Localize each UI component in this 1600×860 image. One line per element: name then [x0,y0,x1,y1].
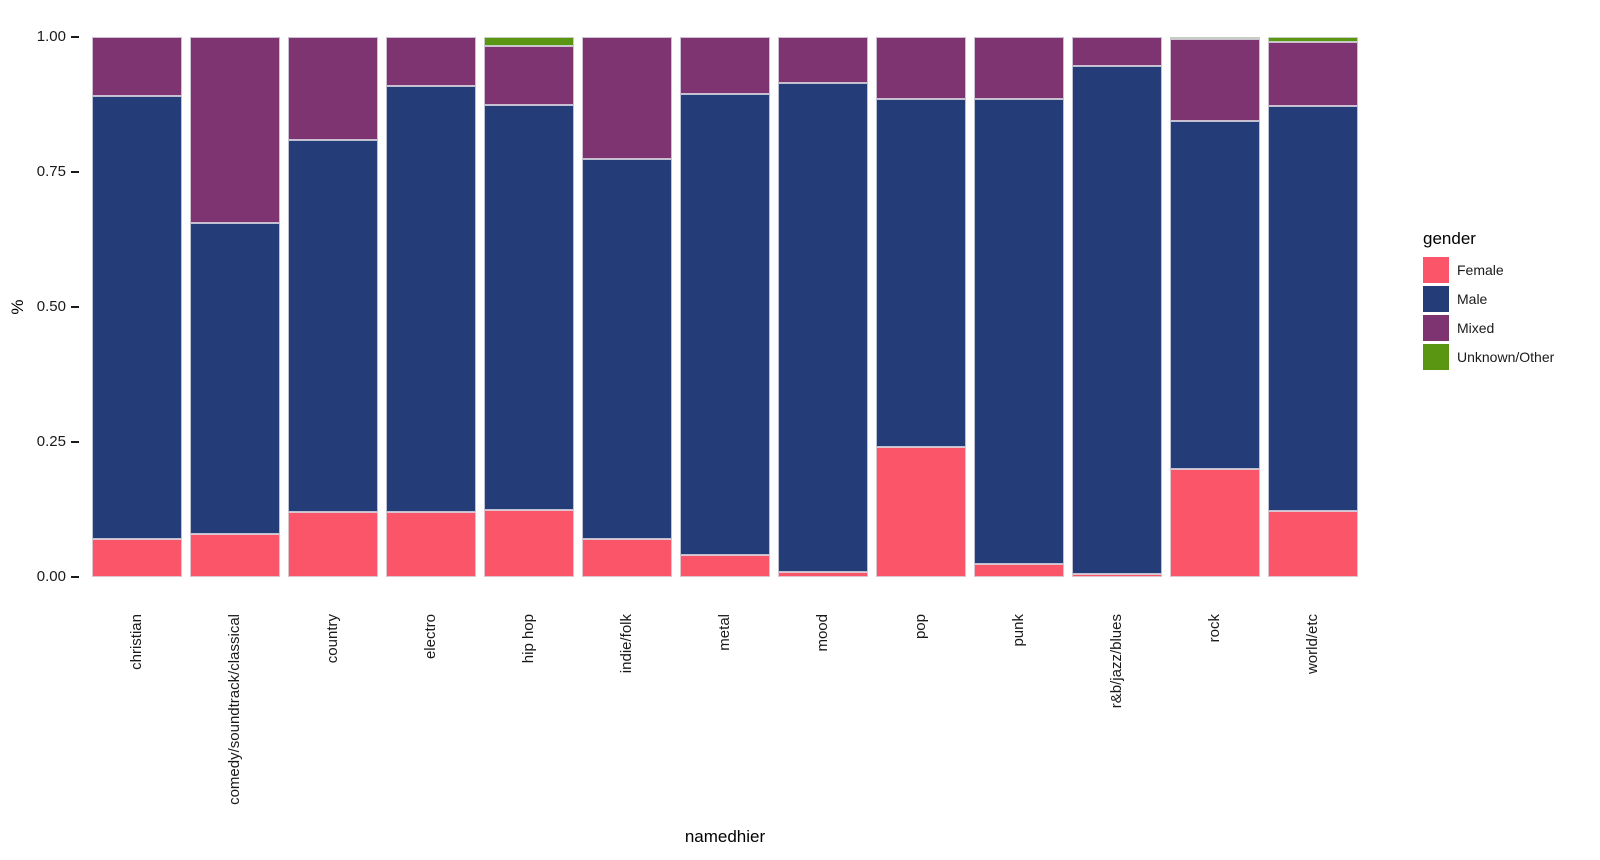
bar-segment-male [582,158,672,540]
bar-segment-female [1268,510,1358,577]
bar-segment-unknown-other [484,37,574,47]
legend-item-mixed: Mixed [1423,315,1554,341]
bar-segment-male [680,93,770,556]
x-tick-label-electro: electro [422,614,439,660]
y-tick-label: 1.00 [36,28,66,45]
bar-segment-unknown-other [1170,37,1260,40]
x-tick-label-indie-folk: indie/folk [618,614,635,674]
bar-pop [876,37,966,577]
y-tick-label: 0.00 [36,568,66,585]
bar-segment-female [190,533,280,577]
bar-segment-male [484,104,574,510]
bar-segment-mixed [288,37,378,140]
y-tick-mark [71,576,79,578]
bar-country [288,37,378,577]
legend-item-male: Male [1423,286,1554,312]
x-tick-label-punk: punk [1010,614,1027,647]
bar-segment-female [778,571,868,577]
x-tick-label-metal: metal [716,614,733,651]
bar-indie-folk [582,37,672,577]
bar-segment-female [680,555,770,577]
bar-segment-mixed [484,46,574,105]
bar-segment-female [876,447,966,577]
bar-segment-male [190,223,280,534]
bar-segment-male [974,99,1064,564]
x-tick-label-pop: pop [912,614,929,640]
y-axis-title: % [8,299,27,315]
bar-comedy-soundtrack-classical [190,37,280,577]
bar-segment-male [778,82,868,572]
legend-swatch-unknown-other [1423,344,1449,370]
bar-segment-male [92,96,182,540]
legend-item-female: Female [1423,257,1554,283]
legend-swatch-mixed [1423,315,1449,341]
legend-label-male: Male [1457,291,1488,307]
bar-rock [1170,37,1260,577]
bar-segment-mixed [92,37,182,97]
x-tick-label-hip-hop: hip hop [520,614,537,664]
y-tick-label: 0.75 [36,163,66,180]
bar-segment-mixed [386,37,476,86]
bar-segment-mixed [974,37,1064,100]
x-axis-title: namedhier [684,827,766,846]
y-axis: 0.00 0.25 0.50 0.75 1.00 [0,0,88,860]
bar-segment-mixed [1170,39,1260,121]
y-tick-mark [71,36,79,38]
y-tick-mark [71,441,79,443]
bar-punk [974,37,1064,577]
bar-segment-male [1268,105,1358,511]
bar-segment-mixed [1268,42,1358,106]
bar-metal [680,37,770,577]
y-tick-label: 0.25 [36,433,66,450]
legend-title: gender [1423,229,1476,248]
bar-segment-mixed [1072,37,1162,67]
legend-swatch-male [1423,286,1449,312]
bar-r-b-jazz-blues [1072,37,1162,577]
bar-mood [778,37,868,577]
bar-segment-mixed [190,37,280,224]
bar-segment-male [1072,66,1162,574]
bar-segment-mixed [876,37,966,100]
bar-segment-female [1170,469,1260,577]
legend-label-female: Female [1457,262,1504,278]
plot-panel [88,37,1362,577]
bar-christian [92,37,182,577]
y-tick-mark [71,306,79,308]
x-tick-label-country: country [324,614,341,664]
bar-segment-female [92,539,182,577]
bar-segment-female [974,563,1064,577]
bar-segment-mixed [582,37,672,159]
x-tick-label-christian: christian [128,614,145,670]
bar-segment-male [1170,120,1260,469]
legend-label-unknown-other: Unknown/Other [1457,349,1555,365]
bar-electro [386,37,476,577]
y-tick-label: 0.50 [36,298,66,315]
bar-segment-female [386,512,476,577]
legend: gender Female Male Mixed Unknown/Other [1423,229,1554,373]
x-tick-label-mood: mood [814,614,831,652]
legend-items: Female Male Mixed Unknown/Other [1423,257,1554,370]
x-tick-label-world-etc: world/etc [1304,614,1321,675]
bar-segment-unknown-other [1268,37,1358,43]
bar-segment-female [288,512,378,577]
bar-segment-mixed [778,37,868,83]
bar-segment-female [582,539,672,577]
bar-segment-mixed [680,37,770,94]
legend-label-mixed: Mixed [1457,320,1495,336]
x-tick-label-rock: rock [1206,614,1223,643]
x-tick-label-comedy-soundtrack-classical: comedy/soundtrack/classical [226,614,243,805]
x-tick-label-r-b-jazz-blues: r&b/jazz/blues [1108,614,1125,709]
bar-world-etc [1268,37,1358,577]
bar-segment-male [876,99,966,448]
legend-item-unknown-other: Unknown/Other [1423,344,1554,370]
bar-segment-female [484,509,574,577]
bar-segment-female [1072,573,1162,577]
bar-segment-male [288,139,378,513]
legend-swatch-female [1423,257,1449,283]
y-tick-mark [71,171,79,173]
bar-segment-male [386,85,476,513]
bar-hip-hop [484,37,574,577]
